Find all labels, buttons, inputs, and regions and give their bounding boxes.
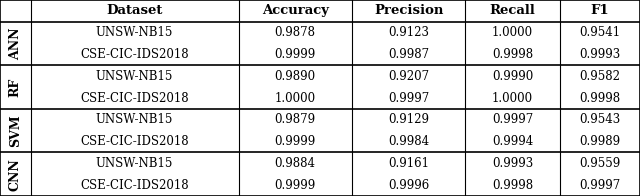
Text: Recall: Recall (490, 4, 536, 17)
Text: 0.9999: 0.9999 (275, 135, 316, 148)
Text: 0.9998: 0.9998 (492, 48, 533, 61)
Text: Accuracy: Accuracy (262, 4, 329, 17)
Text: 0.9989: 0.9989 (579, 135, 620, 148)
Text: SVM: SVM (9, 114, 22, 147)
Text: UNSW-NB15: UNSW-NB15 (96, 113, 173, 126)
Text: ANN: ANN (9, 27, 22, 60)
Text: 0.9543: 0.9543 (579, 113, 620, 126)
Text: 0.9993: 0.9993 (492, 157, 533, 170)
Text: 0.9890: 0.9890 (275, 70, 316, 83)
Text: CSE-CIC-IDS2018: CSE-CIC-IDS2018 (80, 179, 189, 192)
Text: UNSW-NB15: UNSW-NB15 (96, 26, 173, 39)
Text: 0.9207: 0.9207 (388, 70, 429, 83)
Text: 1.0000: 1.0000 (492, 92, 533, 104)
Text: Precision: Precision (374, 4, 444, 17)
Text: CSE-CIC-IDS2018: CSE-CIC-IDS2018 (80, 48, 189, 61)
Text: 0.9161: 0.9161 (388, 157, 429, 170)
Text: 0.9984: 0.9984 (388, 135, 429, 148)
Text: 1.0000: 1.0000 (275, 92, 316, 104)
Text: 0.9582: 0.9582 (579, 70, 620, 83)
Text: 0.9994: 0.9994 (492, 135, 533, 148)
Text: 0.9878: 0.9878 (275, 26, 316, 39)
Text: 0.9129: 0.9129 (388, 113, 429, 126)
Text: 0.9993: 0.9993 (579, 48, 620, 61)
Text: 0.9990: 0.9990 (492, 70, 533, 83)
Text: UNSW-NB15: UNSW-NB15 (96, 157, 173, 170)
Text: 0.9998: 0.9998 (579, 92, 620, 104)
Text: 0.9987: 0.9987 (388, 48, 429, 61)
Text: 0.9999: 0.9999 (275, 179, 316, 192)
Text: 0.9997: 0.9997 (579, 179, 620, 192)
Text: 0.9996: 0.9996 (388, 179, 429, 192)
Text: Dataset: Dataset (106, 4, 163, 17)
Text: F1: F1 (591, 4, 609, 17)
Text: 0.9997: 0.9997 (492, 113, 533, 126)
Text: CSE-CIC-IDS2018: CSE-CIC-IDS2018 (80, 135, 189, 148)
Text: CSE-CIC-IDS2018: CSE-CIC-IDS2018 (80, 92, 189, 104)
Text: 0.9884: 0.9884 (275, 157, 316, 170)
Text: 0.9998: 0.9998 (492, 179, 533, 192)
Text: 0.9997: 0.9997 (388, 92, 429, 104)
Text: CNN: CNN (9, 158, 22, 191)
Text: 0.9879: 0.9879 (275, 113, 316, 126)
Text: UNSW-NB15: UNSW-NB15 (96, 70, 173, 83)
Text: 1.0000: 1.0000 (492, 26, 533, 39)
Text: 0.9999: 0.9999 (275, 48, 316, 61)
Text: 0.9541: 0.9541 (579, 26, 620, 39)
Text: RF: RF (9, 77, 22, 97)
Text: 0.9559: 0.9559 (579, 157, 620, 170)
Text: 0.9123: 0.9123 (388, 26, 429, 39)
